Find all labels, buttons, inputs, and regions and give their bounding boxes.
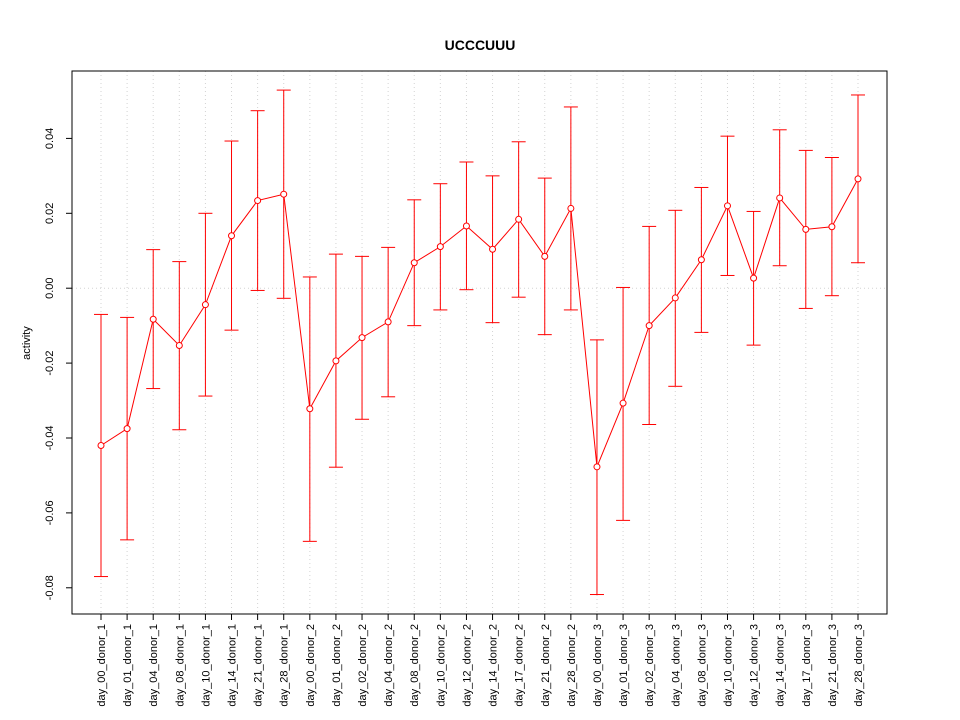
- x-tick-label: day_21_donor_1: [253, 624, 265, 707]
- series-line: [100, 178, 859, 468]
- x-tick-label: day_21_donor_2: [540, 624, 552, 707]
- y-axis: -0.08 -0.06 -0.04 -0.02 0.00 0.02 0.04: [44, 128, 72, 600]
- x-tick-label: day_08_donor_1: [174, 624, 186, 707]
- data-point: [123, 425, 131, 433]
- data-point: [619, 399, 627, 407]
- y-tick-label: -0.08: [44, 575, 56, 600]
- data-point: [149, 315, 157, 323]
- data-point: [697, 256, 705, 264]
- error-bars: [94, 89, 865, 596]
- x-tick-label: day_02_donor_2: [357, 624, 369, 707]
- x-tick-label: day_04_donor_1: [148, 624, 160, 707]
- data-point: [671, 294, 679, 302]
- grid-lines: [72, 71, 887, 614]
- x-tick-label: day_28_donor_3: [853, 624, 865, 707]
- data-point: [384, 318, 392, 326]
- x-tick-label: day_08_donor_2: [409, 624, 421, 707]
- y-tick-label: -0.02: [44, 351, 56, 376]
- x-tick-label: day_04_donor_2: [383, 624, 395, 707]
- x-tick-label: day_10_donor_2: [435, 624, 447, 707]
- y-axis-label: activity: [21, 326, 33, 360]
- chart-title: UCCCUUU: [445, 37, 516, 53]
- data-point: [410, 259, 418, 267]
- x-tick-label: day_12_donor_3: [749, 624, 761, 707]
- data-point: [750, 274, 758, 282]
- x-tick-label: day_00_donor_1: [96, 624, 108, 707]
- data-point: [306, 405, 314, 413]
- data-point: [462, 222, 470, 230]
- y-tick-label: -0.06: [44, 500, 56, 525]
- data-point: [280, 190, 288, 198]
- x-tick-label: day_00_donor_3: [592, 624, 604, 707]
- data-point: [541, 252, 549, 260]
- x-tick-label: day_12_donor_2: [461, 624, 473, 707]
- data-point: [175, 341, 183, 349]
- data-point: [332, 357, 340, 365]
- x-tick-label: day_14_donor_3: [775, 624, 787, 707]
- x-tick-label: day_17_donor_3: [801, 624, 813, 707]
- x-tick-label: day_10_donor_3: [722, 624, 734, 707]
- x-tick-label: day_04_donor_3: [670, 624, 682, 707]
- data-point: [854, 175, 862, 183]
- data-point: [97, 441, 105, 449]
- data-point: [593, 463, 601, 471]
- x-tick-label: day_00_donor_2: [305, 624, 317, 707]
- y-tick-label: 0.02: [44, 203, 56, 224]
- data-point: [567, 204, 575, 212]
- data-point: [645, 322, 653, 330]
- series-points: [97, 175, 862, 471]
- x-tick-label: day_02_donor_3: [644, 624, 656, 707]
- y-tick-label: 0.04: [44, 128, 56, 149]
- data-point: [201, 301, 209, 309]
- data-point: [254, 197, 262, 205]
- x-tick-label: day_21_donor_3: [827, 624, 839, 707]
- data-point: [489, 245, 497, 253]
- x-tick-label: day_10_donor_1: [200, 624, 212, 707]
- x-tick-label: day_01_donor_1: [122, 624, 134, 707]
- data-point: [436, 243, 444, 251]
- x-tick-label: day_28_donor_1: [279, 624, 291, 707]
- series-polyline: [100, 178, 859, 468]
- x-tick-label: day_14_donor_2: [488, 624, 500, 707]
- x-tick-label: day_08_donor_3: [696, 624, 708, 707]
- data-point: [358, 334, 366, 342]
- data-point: [515, 215, 523, 223]
- x-tick-label: day_14_donor_1: [227, 624, 239, 707]
- data-point: [828, 223, 836, 231]
- data-point: [802, 225, 810, 233]
- x-tick-label: day_17_donor_2: [514, 624, 526, 707]
- data-point: [228, 232, 236, 240]
- data-point: [776, 194, 784, 202]
- x-tick-label: day_28_donor_2: [566, 624, 578, 707]
- plot-frame: [71, 70, 888, 615]
- y-tick-label: 0.00: [44, 277, 56, 298]
- x-tick-label: day_01_donor_2: [331, 624, 343, 707]
- x-tick-label: day_01_donor_3: [618, 624, 630, 707]
- data-point: [723, 202, 731, 210]
- x-axis: day_00_donor_1 day_01_donor_1 day_04_donor…: [96, 614, 865, 707]
- y-tick-label: -0.04: [44, 425, 56, 450]
